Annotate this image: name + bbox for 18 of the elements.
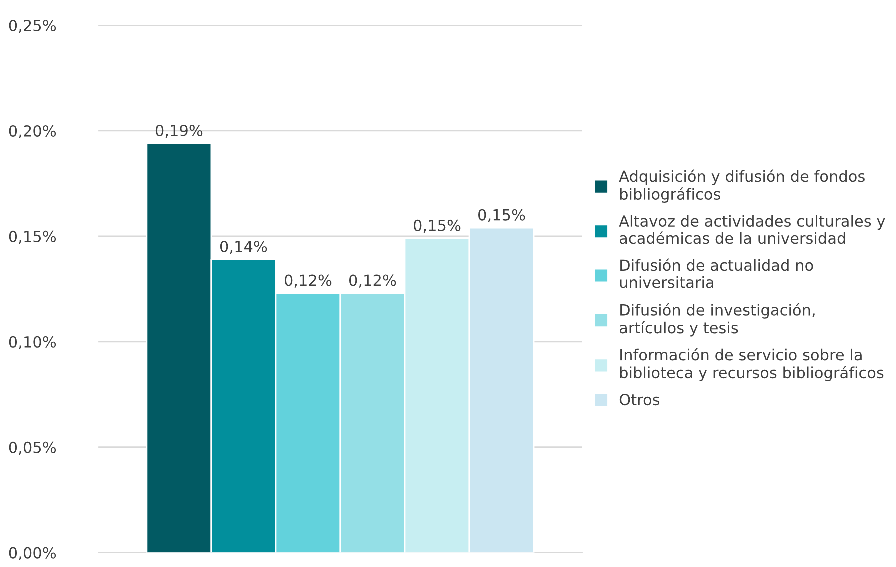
data-label: 0,12% — [284, 274, 332, 288]
y-tick-label: 0,05% — [9, 442, 56, 455]
legend-label: Difusión de actualidad no universitaria — [620, 258, 814, 288]
data-label: 0,12% — [349, 274, 396, 288]
data-label: 0,15% — [478, 209, 526, 222]
data-label: 0,15% — [414, 220, 461, 233]
y-tick-label: 0,20% — [9, 125, 56, 139]
data-label: 0,14% — [220, 240, 268, 254]
y-tick-label: 0,00% — [9, 547, 56, 560]
data-label: 0,19% — [156, 124, 203, 138]
y-tick-label: 0,10% — [9, 336, 56, 350]
legend-label: Altavoz de actividades culturales y académicas de la universidad — [619, 215, 886, 244]
legend-label: Información de servicio sobre la biblioteca y recursos bibliográficos — [620, 348, 884, 382]
y-tick-label: 0,15% — [9, 230, 56, 244]
y-tick-label: 0,25% — [9, 20, 56, 34]
legend-label: Adquisición y difusión de fondos bibliográficos — [619, 170, 865, 204]
legend-label: Difusión de investigación, artículos y tesis — [620, 303, 815, 337]
legend-label: Otros — [620, 394, 660, 406]
